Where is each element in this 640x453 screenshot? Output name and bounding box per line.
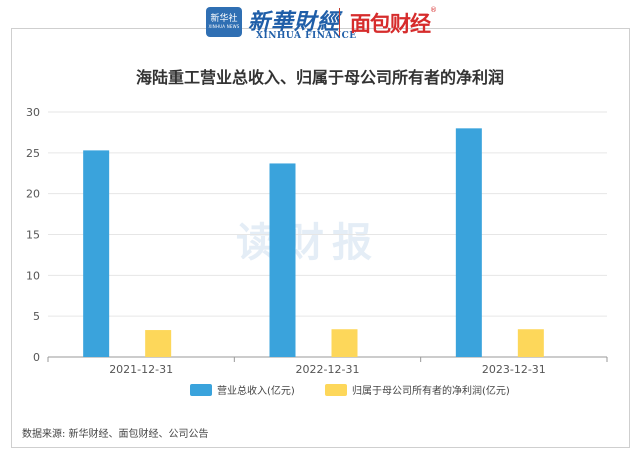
- revenue-bar: [269, 163, 296, 357]
- xinhua-finance-logo-cn: 新華財經: [248, 9, 341, 35]
- x-tick-label: 2022-12-31: [296, 363, 360, 376]
- revenue-bar: [83, 150, 110, 357]
- xinhua-finance-logo-en: XINHUA FINANCE: [256, 31, 357, 41]
- net-profit-bar: [331, 329, 358, 357]
- x-tick-label: 2021-12-31: [109, 363, 173, 376]
- logo-badge-sub: XINHUA NEWS: [208, 23, 240, 29]
- legend-label-revenue: 营业总收入(亿元): [217, 384, 295, 397]
- legend-label-net-profit: 归属于母公司所有者的净利润(亿元): [352, 384, 510, 397]
- watermark: 读财报: [236, 220, 380, 266]
- header: 新华社 XINHUA NEWS 新華財經 XINHUA FINANCE 面包财经…: [0, 0, 640, 44]
- legend-swatch-revenue: [190, 384, 212, 396]
- y-tick-label: 5: [33, 310, 40, 323]
- net-profit-bar: [517, 329, 544, 357]
- net-profit-bar: [145, 330, 172, 357]
- logo-badge-text: 新华社: [210, 13, 238, 24]
- chart-panel: [11, 28, 630, 448]
- registered-mark: ®: [430, 6, 437, 14]
- mianbao-logo: 面包财经: [350, 12, 431, 36]
- xinhua-news-logo: 新华社 XINHUA NEWS: [206, 7, 242, 37]
- y-tick-label: 10: [26, 269, 40, 282]
- y-tick-label: 0: [33, 351, 40, 364]
- logo-divider: [339, 8, 340, 36]
- x-tick-label: 2023-12-31: [482, 363, 546, 376]
- chart-title: 海陆重工营业总收入、归属于母公司所有者的净利润: [135, 68, 504, 87]
- y-tick-label: 15: [26, 229, 40, 242]
- revenue-bar: [455, 128, 482, 357]
- y-tick-label: 25: [26, 147, 40, 160]
- data-source: 数据来源: 新华财经、面包财经、公司公告: [22, 429, 209, 440]
- y-tick-label: 20: [26, 188, 40, 201]
- legend-swatch-net-profit: [325, 384, 347, 396]
- y-tick-label: 30: [26, 106, 40, 119]
